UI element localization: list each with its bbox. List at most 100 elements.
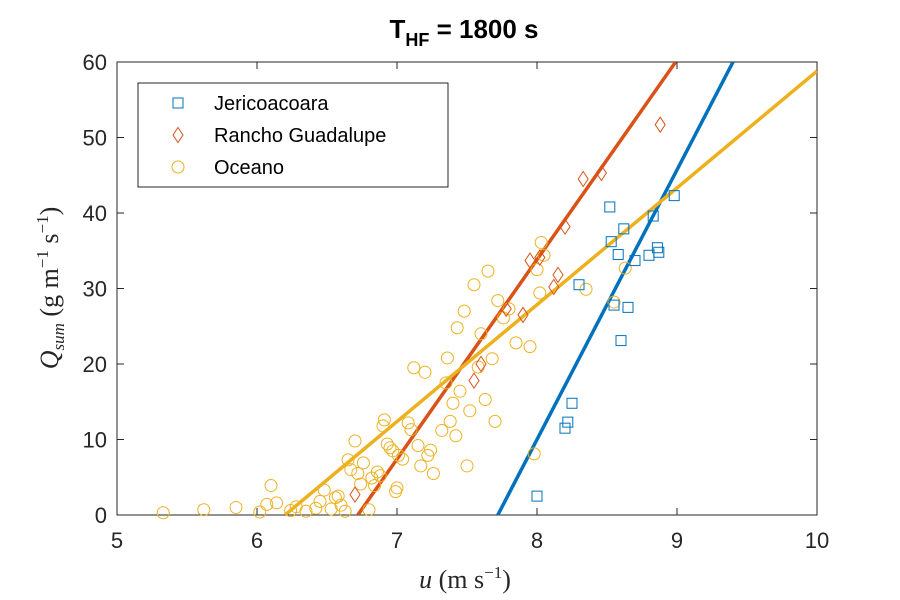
jericoacoara-point [604,201,616,213]
y-tick-label: 60 [83,50,107,75]
oceano-point [607,295,621,309]
jericoacoara-point [559,422,571,434]
oceano-point [260,497,274,511]
oceano-point [156,506,170,520]
jericoacoara-point [629,255,641,267]
oceano-point [509,336,523,350]
oceano-point [270,496,284,510]
oceano-point [449,429,463,443]
oceano-point [460,459,474,473]
y-label-sub: sum [49,323,68,350]
oceano-point [407,361,421,375]
x-tick-label: 5 [111,528,123,553]
legend-box [137,82,449,188]
x-axis-label: u (m s−1) [419,563,511,594]
rancho-guadalupe-point [654,116,666,134]
oceano-point [324,502,338,516]
oceano-point [439,376,453,390]
jericoacoara-point [531,490,543,502]
oceano-point [457,304,471,318]
y-label-unit2: s [35,233,64,250]
oceano-point [313,494,327,508]
oceano-point [502,302,516,316]
oceano-point [377,413,391,427]
oceano-point [404,423,418,437]
y-tick-label: 10 [83,428,107,453]
oceano-fit-line [283,69,817,515]
rancho-guadalupe-point [500,300,512,318]
rancho-guadalupe-point [595,164,608,182]
y-tick-label: 30 [83,277,107,302]
oceano-point [341,453,355,467]
jericoacoara-point [615,335,627,347]
y-label-exp2: −1 [33,215,52,233]
oceano-point [481,264,495,278]
y-label-exp1: −1 [33,250,52,268]
oceano-point [523,340,537,354]
oceano-point [354,477,368,491]
oceano-point [443,414,457,428]
oceano-point [376,419,390,433]
oceano-point [344,463,358,477]
title-rest: = 1800 s [429,14,538,44]
jericoacoara-point [605,236,617,248]
y-label-var: Q [35,350,64,369]
oceano-point [264,479,278,493]
oceano-point [463,404,477,418]
oceano-point [356,456,370,470]
x-label-exp: −1 [484,563,502,582]
jericoacoara-legend-label: Jericoacoara [214,93,329,115]
title-sub: HF [405,30,429,50]
oceano-point [197,503,211,517]
rancho-guadalupe-fit-line [356,62,678,515]
oceano-point [370,465,384,479]
x-tick-label: 6 [251,528,263,553]
oceano-point [424,443,438,457]
oceano-point [485,352,499,366]
oceano-point [390,481,404,495]
oceano-point [534,235,548,249]
oceano-point [309,501,323,515]
oceano-point [533,286,547,300]
jericoacoara-legend-marker [172,97,184,109]
x-tick-label: 8 [531,528,543,553]
oceano-point [527,447,541,461]
oceano-point [467,278,481,292]
rancho-guadalupe-point [517,306,529,324]
oceano-point [253,505,267,519]
title-main: T [389,14,405,44]
rancho-guadalupe-legend-label: Rancho Guadalupe [214,125,386,147]
oceano-point [401,416,415,430]
rancho-guadalupe-point [349,486,361,504]
rancho-guadalupe-point [552,266,564,284]
oceano-legend-marker [171,160,185,174]
jericoacoara-point [612,249,624,261]
oceano-point [411,439,425,453]
oceano-point [474,327,488,341]
oceano-point [418,365,432,379]
oceano-point [362,503,376,517]
y-label-close: ) [35,207,64,216]
rancho-guadalupe-point [548,278,560,296]
x-tick-label: 10 [805,528,829,553]
oceano-point [414,459,428,473]
oceano-point [530,263,544,277]
oceano-point [488,414,502,428]
jericoacoara-point [562,416,574,428]
oceano-point [440,351,454,365]
jericoacoara-point [566,397,578,409]
rancho-guadalupe-point [475,355,487,373]
oceano-point [446,396,460,410]
y-tick-label: 0 [95,503,107,528]
fit-lines [283,62,817,515]
oceano-point [338,504,352,518]
y-tick-label: 20 [83,352,107,377]
oceano-point [351,466,365,480]
oceano-point [299,504,313,518]
oceano-point [368,479,382,493]
oceano-point [331,489,345,503]
y-axis-label: Qsum (g m−1 s−1) [33,207,68,370]
oceano-point [373,469,387,483]
oceano-point [229,500,243,514]
x-label-close: ) [502,565,511,594]
